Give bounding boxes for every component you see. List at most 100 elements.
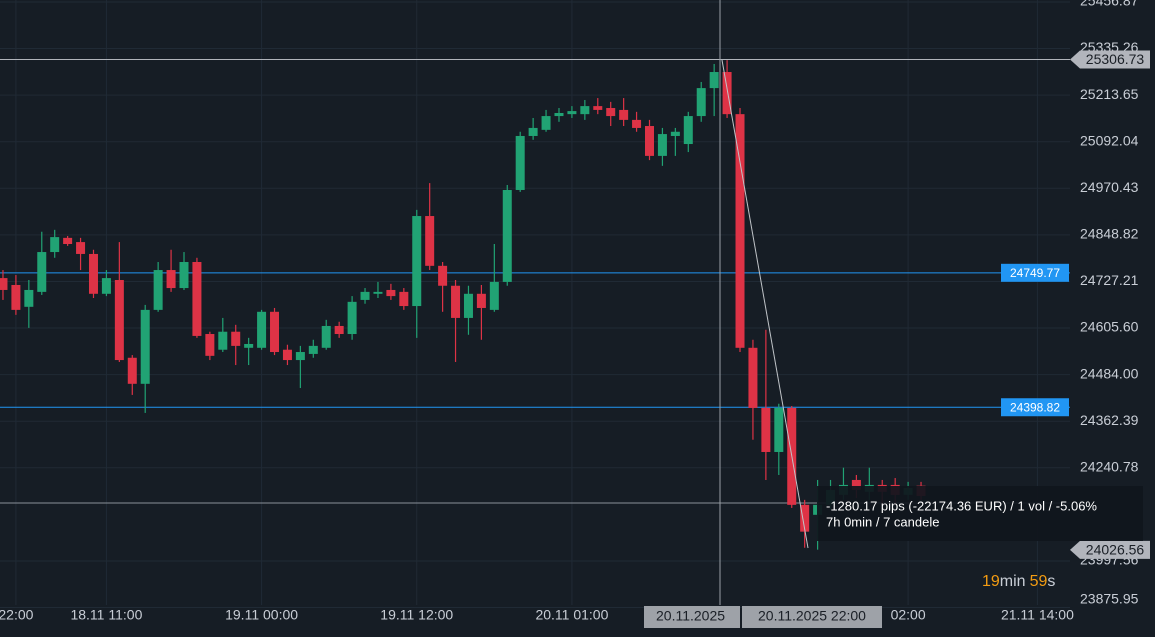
y-tick-label: 23875.95 — [1080, 591, 1139, 607]
x-tick-label: 21.11 14:00 — [1001, 607, 1074, 623]
candle-body — [282, 349, 292, 361]
candle-body — [748, 347, 758, 408]
crosshair-price-tag — [1070, 50, 1150, 69]
y-tick-label: 24605.60 — [1080, 319, 1139, 335]
candle-body — [709, 72, 719, 89]
candle-body — [50, 237, 60, 253]
candle-body — [399, 291, 409, 307]
candle-body — [179, 262, 189, 289]
candle-body — [528, 127, 538, 136]
countdown-minutes: 19 — [982, 573, 1000, 590]
last-price-tag — [1070, 540, 1150, 559]
candle-body — [166, 270, 176, 289]
x-tick-label: 22:00 — [0, 607, 34, 623]
candle-body — [114, 280, 124, 361]
candle-body — [76, 242, 86, 254]
tooltip-line: 7h 0min / 7 candele — [826, 514, 939, 529]
candle-body — [657, 134, 667, 156]
candle-body — [851, 479, 861, 490]
candle-body — [412, 216, 422, 307]
last-price-tag-label: 24026.56 — [1086, 542, 1145, 558]
y-tick-label: 24727.21 — [1080, 272, 1139, 288]
countdown-unit: min — [1000, 573, 1026, 590]
candle-body — [127, 357, 137, 384]
candle-body — [386, 289, 396, 297]
candle-body — [360, 291, 370, 300]
candle-body — [438, 265, 448, 286]
candle-body — [696, 88, 706, 117]
candle-body — [334, 325, 344, 335]
candle-body — [515, 135, 525, 190]
x-tick-label: 19.11 12:00 — [380, 607, 453, 623]
candle-body — [270, 311, 280, 353]
candle-body — [619, 109, 629, 120]
price-line-tag — [1001, 398, 1069, 417]
countdown-seconds: 59 — [1030, 573, 1048, 590]
candle-body — [295, 352, 305, 361]
candle-body — [140, 309, 150, 384]
candle-body — [0, 278, 8, 290]
y-tick-label: 24970.43 — [1080, 179, 1139, 195]
candle-body — [735, 114, 745, 348]
candle-body — [541, 116, 551, 130]
y-tick-label: 24484.00 — [1080, 365, 1139, 381]
y-tick-label: 25213.65 — [1080, 86, 1139, 102]
candle-body — [451, 285, 461, 318]
candle-body — [24, 289, 34, 307]
candle-body — [476, 293, 486, 308]
candle-body — [231, 331, 241, 346]
candle-body — [192, 262, 202, 336]
price-line-label: 24398.82 — [1010, 400, 1060, 414]
measure-line — [721, 59, 809, 549]
candle-body — [632, 119, 642, 128]
candle-body — [644, 126, 654, 156]
tooltip-box — [817, 486, 1143, 541]
candle-body — [425, 216, 435, 266]
candle-body — [722, 72, 732, 115]
candle-body — [308, 345, 318, 354]
candle-body — [593, 106, 603, 110]
candle-body — [11, 284, 21, 310]
measure-tooltip: -1280.17 pips (-22174.36 EUR) / 1 vol / … — [817, 486, 1143, 541]
candle-body — [463, 293, 473, 318]
y-tick-label: 25456.87 — [1080, 0, 1139, 9]
candle-body — [554, 112, 564, 117]
candle-body — [502, 189, 512, 282]
tooltip-line: -1280.17 pips (-22174.36 EUR) / 1 vol / … — [826, 498, 1097, 513]
candle-body — [683, 116, 693, 145]
price-line-label: 24749.77 — [1010, 266, 1060, 280]
countdown-unit: s — [1047, 573, 1055, 590]
candle-body — [606, 108, 616, 117]
candle-body — [63, 237, 73, 244]
candle-body — [800, 504, 810, 532]
candle-body — [567, 111, 577, 115]
crosshair-price-tag-label: 25306.73 — [1086, 51, 1145, 67]
candle-body — [321, 325, 331, 348]
candle-body — [761, 407, 771, 452]
y-tick-label: 24240.78 — [1080, 458, 1139, 474]
y-tick-label: 25092.04 — [1080, 132, 1139, 148]
candle-body — [670, 131, 680, 136]
x-tick-label: 20.11 01:00 — [535, 607, 608, 623]
x-tick-label: 18.11 11:00 — [70, 607, 142, 623]
time-tag-label: 20.11.2025 — [656, 608, 725, 624]
candle-body — [774, 407, 784, 452]
x-tick-label: 19.11 00:00 — [225, 607, 298, 623]
candle-body — [101, 278, 111, 294]
candle-body — [218, 331, 228, 350]
price-tags: 24749.77 24398.82 25306.73 24026.56 — [1001, 50, 1150, 559]
candle-body — [37, 252, 47, 292]
candle-body — [153, 270, 163, 310]
candle-body — [373, 291, 383, 294]
countdown: 19min 59s — [982, 573, 1055, 590]
price-line-tag — [1001, 263, 1069, 282]
candle-body — [88, 253, 98, 294]
time-tag — [644, 606, 740, 628]
y-tick-label: 24362.39 — [1080, 412, 1139, 428]
candle-body — [205, 334, 215, 356]
candle-body — [489, 281, 499, 310]
x-tick-label: 02:00 — [891, 607, 926, 623]
time-tag-label: 20.11.2025 22:00 — [758, 608, 866, 624]
